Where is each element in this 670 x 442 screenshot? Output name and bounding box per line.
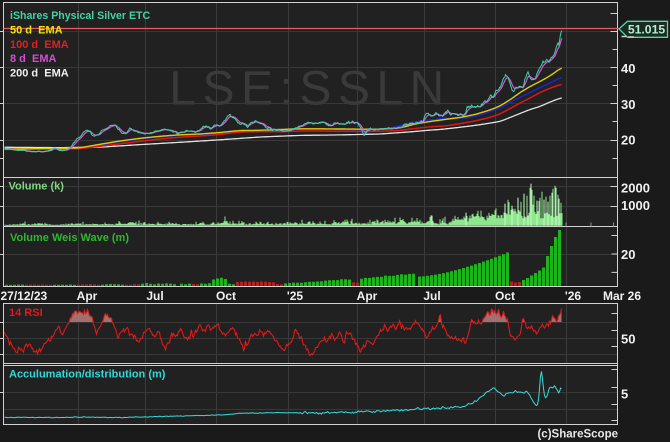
svg-text:Apr: Apr <box>77 289 98 303</box>
svg-text:2000: 2000 <box>621 181 650 196</box>
svg-text:Jul: Jul <box>423 289 440 303</box>
svg-text:1000: 1000 <box>621 198 650 213</box>
svg-text:LSE:SSLN: LSE:SSLN <box>169 63 450 116</box>
svg-text:50: 50 <box>621 332 635 347</box>
svg-text:Oct: Oct <box>216 289 236 303</box>
svg-text:'26: '26 <box>565 289 582 303</box>
svg-text:20: 20 <box>621 247 635 262</box>
svg-text:iShares Physical Silver ETC: iShares Physical Silver ETC <box>10 10 150 22</box>
svg-text:Jul: Jul <box>146 289 163 303</box>
svg-text:5: 5 <box>621 387 628 402</box>
svg-text:30: 30 <box>621 97 635 112</box>
svg-text:Mar 26: Mar 26 <box>603 289 641 303</box>
svg-text:20: 20 <box>621 133 635 148</box>
svg-text:40: 40 <box>621 61 635 76</box>
svg-text:27/12/23: 27/12/23 <box>1 289 48 303</box>
svg-text:51.015: 51.015 <box>628 22 665 36</box>
svg-text:Volume (k): Volume (k) <box>9 181 65 193</box>
svg-text:50 d EMA: 50 d EMA <box>10 25 63 37</box>
svg-text:200 d EMA: 200 d EMA <box>10 68 69 80</box>
svg-text:Apr: Apr <box>357 289 378 303</box>
svg-text:Volume Weis Wave (m): Volume Weis Wave (m) <box>10 232 129 244</box>
svg-text:14 RSI: 14 RSI <box>9 307 43 319</box>
svg-text:Oct: Oct <box>495 289 515 303</box>
svg-text:(c)ShareScope: (c)ShareScope <box>537 429 618 441</box>
svg-text:100 d EMA: 100 d EMA <box>10 39 69 51</box>
svg-text:'25: '25 <box>287 289 304 303</box>
svg-text:8 d EMA: 8 d EMA <box>10 53 57 65</box>
svg-text:Acculumation/distribution (m): Acculumation/distribution (m) <box>9 369 166 381</box>
